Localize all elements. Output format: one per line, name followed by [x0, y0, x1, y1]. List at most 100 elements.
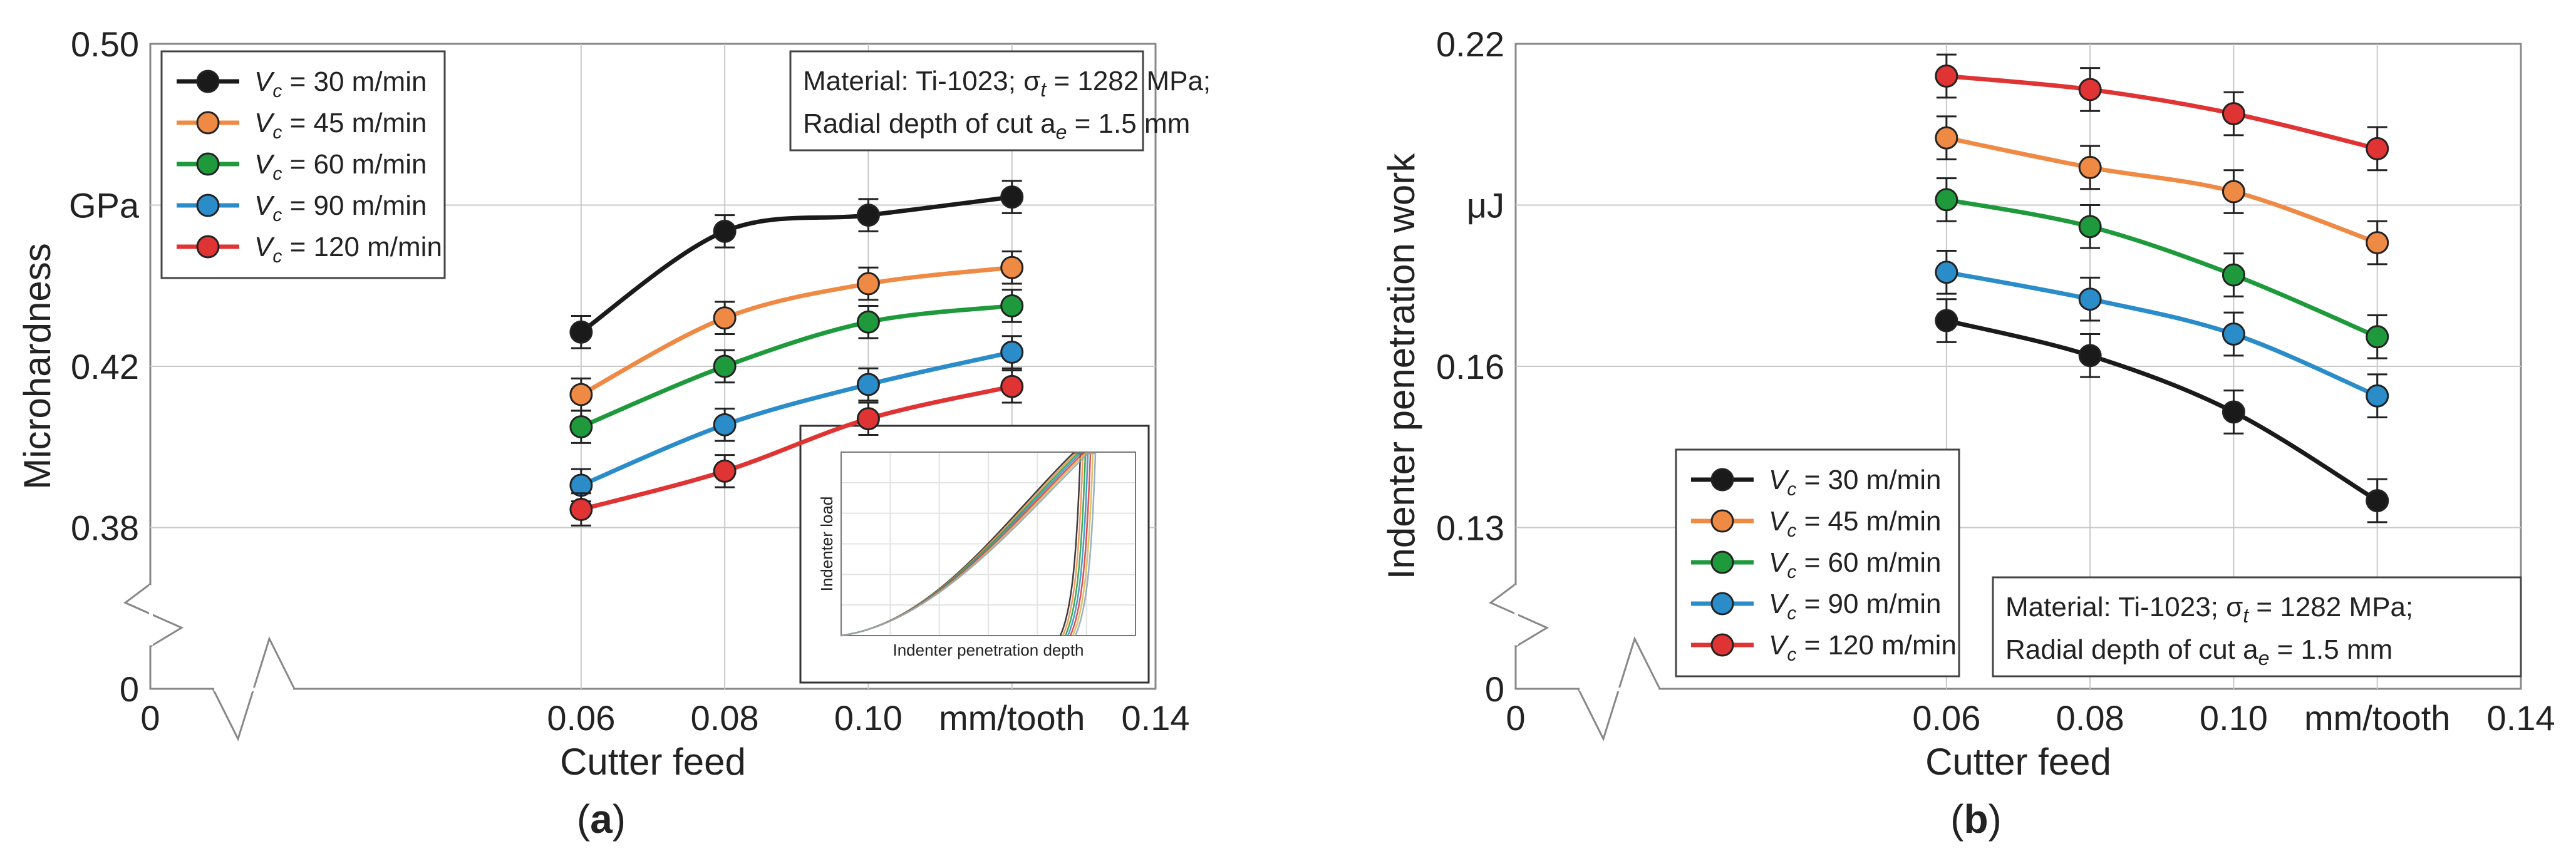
legend-variable: V — [254, 232, 275, 262]
legend-variable: V — [1769, 589, 1789, 619]
legend-variable: V — [254, 108, 275, 138]
series-line — [580, 265, 1013, 397]
data-point — [713, 413, 737, 436]
data-point — [856, 373, 880, 396]
data-point — [2078, 78, 2102, 101]
y-tick-label: 0.38 — [71, 508, 139, 548]
series-line — [1946, 318, 2379, 503]
legend-series-name: 45 m/min — [1828, 506, 1942, 537]
annotation-subscript: e — [2258, 647, 2270, 669]
y-axis-break-gap — [1514, 585, 1518, 646]
series-line — [580, 350, 1013, 488]
x-tick-label: 0.06 — [1912, 698, 1980, 738]
legend-equals: = — [1796, 630, 1828, 661]
data-point — [713, 219, 737, 243]
y-axis-label: Indenter penetration work — [1380, 153, 1422, 579]
legend-variable: V — [254, 149, 275, 180]
legend-subscript: c — [1787, 479, 1796, 500]
x-tick-label: 0.06 — [547, 698, 615, 738]
legend-swatch-marker — [196, 235, 220, 259]
data-point — [713, 306, 737, 330]
panel-label-paren: ) — [1989, 797, 2002, 842]
data-point — [2222, 102, 2245, 126]
y-tick-label: 0.22 — [1436, 24, 1504, 64]
legend-entry: Vc = 45 m/min — [1769, 506, 1941, 541]
legend-subscript: c — [1787, 644, 1796, 665]
panel-label-paren: ( — [577, 797, 590, 842]
data-point — [2366, 231, 2389, 255]
annotation-text: Radial depth of cut a — [2005, 634, 2258, 665]
series-30-m-min — [569, 180, 1024, 349]
panel-label: (a) — [577, 797, 626, 842]
legend-swatch-marker — [1710, 633, 1734, 657]
series-line — [579, 195, 1013, 334]
annotation-box — [789, 50, 1144, 152]
legend-swatch-marker — [1710, 592, 1734, 616]
inset-curve — [841, 452, 1097, 637]
series-line — [1946, 197, 2379, 339]
legend-entry: Vc = 60 m/min — [1769, 547, 1941, 582]
legend-subscript: c — [272, 81, 282, 101]
series-90-m-min — [1935, 249, 2389, 419]
data-point — [2366, 489, 2389, 513]
legend-swatch-marker — [196, 152, 220, 176]
series-60-m-min — [569, 289, 1024, 444]
series-60-m-min — [1935, 177, 2389, 359]
data-point — [2078, 215, 2102, 239]
panel-label-letter: a — [590, 797, 613, 842]
legend-equals: = — [1796, 547, 1828, 578]
series-90-m-min — [569, 335, 1024, 503]
data-point — [856, 272, 880, 296]
legend-entry: Vc = 60 m/min — [254, 149, 427, 184]
legend-variable: V — [1769, 547, 1789, 578]
data-point — [2366, 137, 2389, 160]
data-point — [2078, 344, 2102, 368]
annotation-text: Material: Ti-1023; σ — [803, 66, 1040, 96]
x-tick-label: 0.14 — [2487, 698, 2555, 738]
data-point — [2366, 325, 2389, 349]
legend-variable: V — [1769, 506, 1789, 537]
legend-swatch-marker — [1710, 550, 1734, 574]
data-point — [1000, 185, 1024, 209]
legend-equals: = — [282, 66, 313, 97]
x-tick-label: 0.10 — [2200, 698, 2268, 738]
inset-plot-frame — [841, 451, 1136, 636]
y-tick-label: 0 — [120, 669, 139, 709]
data-point — [2222, 263, 2245, 287]
legend-equals: = — [282, 108, 313, 138]
annotation-line: Material: Ti-1023; σt = 1282 MPa; — [803, 66, 1211, 101]
x-axis-label: Cutter feed — [560, 741, 746, 783]
data-point — [2222, 400, 2245, 424]
data-point — [1935, 64, 1958, 88]
data-point — [1935, 260, 1958, 284]
legend-equals: = — [282, 190, 313, 221]
legend-series-name: 30 m/min — [1828, 465, 1942, 495]
x-axis-break-gap — [214, 688, 293, 691]
data-point — [569, 415, 593, 439]
legend-swatch-marker — [1710, 468, 1734, 492]
series-line — [580, 303, 1013, 429]
legend-swatch-marker — [1710, 509, 1734, 533]
data-point — [856, 407, 880, 431]
legend-entry: Vc = 30 m/min — [254, 66, 427, 101]
legend-series-name: 45 m/min — [314, 108, 427, 138]
legend-equals: = — [1796, 465, 1828, 495]
x-tick-label: 0.08 — [2056, 698, 2124, 738]
inset-x-label: Indenter penetration depth — [892, 641, 1084, 659]
x-tick-label: 0.10 — [834, 698, 903, 738]
annotation-text: = 1282 MPa; — [2248, 592, 2413, 622]
series-120-m-min — [569, 369, 1024, 527]
annotation-box — [1992, 576, 2522, 678]
series-30-m-min — [1935, 298, 2389, 523]
chart-panel-b: 0 0.13 0.16 μJ 0.22 0 0.06 0.08 0.10 mm/tooth 0.14… — [1380, 24, 2555, 842]
x-tick-label: 0 — [1506, 698, 1525, 738]
data-point — [569, 498, 593, 522]
annotation-line: Material: Ti-1023; σt = 1282 MPa; — [2005, 592, 2413, 627]
legend-variable: V — [1769, 630, 1789, 661]
data-point — [2222, 322, 2245, 346]
data-point — [2078, 287, 2102, 311]
legend-series-name: 60 m/min — [314, 149, 427, 180]
legend-series-name: 120 m/min — [1828, 630, 1957, 661]
annotation-line: Radial depth of cut ae = 1.5 mm — [803, 108, 1190, 143]
